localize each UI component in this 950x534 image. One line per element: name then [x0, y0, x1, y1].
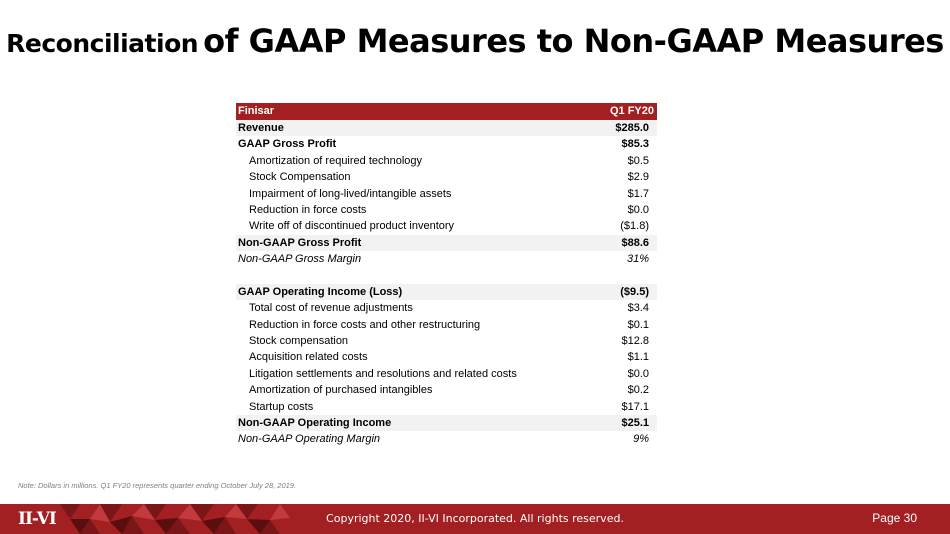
row-label: Amortization of purchased intangibles [249, 384, 433, 397]
slide-title-part1: Reconciliation [6, 29, 199, 58]
table-row: Stock Compensation $2.9 [236, 169, 657, 185]
table-row: Startup costs $17.1 [236, 399, 657, 415]
table-row: Write off of discontinued product invent… [236, 218, 657, 234]
row-value: ($1.8) [620, 220, 649, 233]
table-row: Reduction in force costs $0.0 [236, 202, 657, 218]
row-label: Non-GAAP Operating Margin [238, 433, 381, 446]
company-logo: II-VI [18, 509, 57, 529]
table-row: Stock compensation $12.8 [236, 333, 657, 349]
row-value: $0.0 [627, 203, 649, 216]
table-body: Revenue $285.0 GAAP Gross Profit $85.3 Amort… [236, 120, 657, 448]
row-label: Amortization of required technology [249, 154, 423, 167]
table-row: Amortization of required technology $0.5 [236, 153, 657, 169]
row-value: $12.8 [621, 335, 649, 348]
footer-bar: II-VI Copyright 2020, II-VI Incorporated… [0, 504, 950, 534]
footnote: Note: Dollars in millions. Q1 FY20 repre… [18, 481, 297, 490]
slide-title: Reconciliation of GAAP Measures to Non-G… [0, 22, 950, 60]
row-label: Stock Compensation [249, 171, 351, 184]
table-row: Non-GAAP Gross Margin 31% [236, 251, 657, 267]
row-value: $1.1 [627, 351, 649, 364]
row-value: $1.7 [627, 187, 649, 200]
row-label: Reduction in force costs and other restr… [249, 318, 481, 331]
table-row: Litigation settlements and resolutions a… [236, 366, 657, 382]
row-value: $0.2 [627, 384, 649, 397]
row-value: 9% [633, 433, 649, 446]
table-row: GAAP Operating Income (Loss) ($9.5) [236, 283, 657, 301]
table-row: Total cost of revenue adjustments $3.4 [236, 300, 657, 316]
row-label: Stock compensation [249, 335, 349, 348]
table-row: GAAP Gross Profit $85.3 [236, 136, 657, 152]
table-row: Amortization of purchased intangibles $0.… [236, 382, 657, 398]
row-label: Impairment of long-lived/intangible asse… [249, 187, 452, 200]
table-row: Impairment of long-lived/intangible asse… [236, 186, 657, 202]
row-value: $17.1 [621, 400, 649, 413]
table-header-value: Q1 FY20 [609, 105, 654, 117]
row-label: Non-GAAP Operating Income [238, 417, 392, 430]
row-label: GAAP Operating Income (Loss) [238, 285, 403, 298]
row-value: 31% [626, 253, 649, 266]
page-number: Page 30 [872, 511, 917, 525]
table-row: Acquisition related costs $1.1 [236, 349, 657, 365]
row-value: $3.4 [627, 302, 649, 315]
row-value: $0.1 [627, 318, 649, 331]
row-label: Non-GAAP Gross Margin [238, 253, 362, 266]
row-label: Non-GAAP Gross Profit [238, 236, 362, 249]
row-value: $0.5 [627, 154, 649, 167]
copyright-text: Copyright 2020, II-VI Incorporated. All … [326, 512, 624, 525]
row-value: $85.3 [621, 138, 649, 151]
row-value: $2.9 [627, 171, 649, 184]
table-spacer-row [236, 268, 657, 284]
row-label: Write off of discontinued product invent… [249, 220, 455, 233]
row-label: Total cost of revenue adjustments [249, 302, 413, 315]
row-label: Revenue [238, 122, 284, 134]
row-label: Litigation settlements and resolutions a… [249, 367, 517, 380]
row-label: Acquisition related costs [249, 351, 368, 364]
table-row: Reduction in force costs and other restr… [236, 317, 657, 333]
reconciliation-table: Finisar Q1 FY20 Revenue $285.0 GAAP Gross … [236, 103, 657, 448]
table-row: Revenue $285.0 [236, 120, 657, 137]
table-header-label: Finisar [238, 105, 275, 117]
table-row: Non-GAAP Operating Margin 9% [236, 431, 657, 447]
row-value: $285.0 [615, 122, 649, 134]
table-row: Non-GAAP Gross Profit $88.6 [236, 234, 657, 252]
row-value: $0.0 [627, 367, 649, 380]
table-header: Finisar Q1 FY20 [236, 103, 657, 120]
row-label: GAAP Gross Profit [238, 138, 337, 151]
table-row: Non-GAAP Operating Income $25.1 [236, 415, 657, 432]
row-value: $25.1 [621, 417, 649, 430]
slide-title-part2: of GAAP Measures to Non-GAAP Measures [203, 22, 944, 60]
row-value: ($9.5) [620, 285, 649, 298]
row-value: $88.6 [621, 236, 649, 249]
row-label: Startup costs [249, 400, 314, 413]
row-label: Reduction in force costs [249, 203, 367, 216]
footer-pattern [60, 504, 290, 534]
